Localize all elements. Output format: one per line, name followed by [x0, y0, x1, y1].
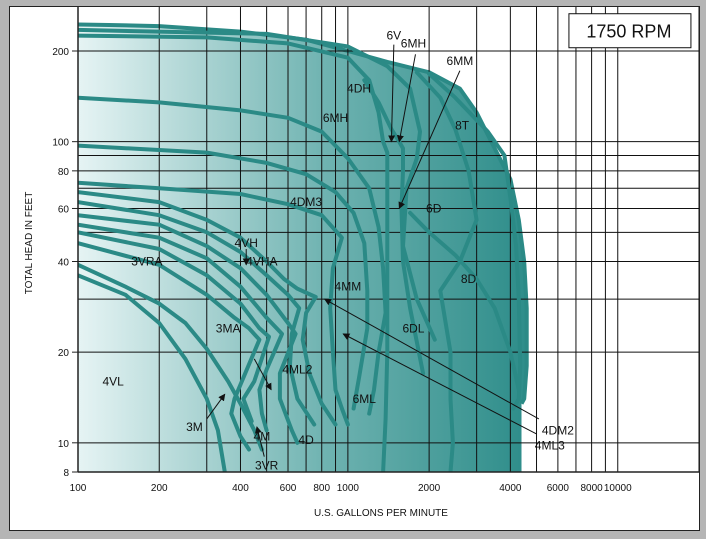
y-tick-label: 8	[63, 468, 69, 479]
y-tick-label: 200	[52, 47, 69, 58]
curve-6v	[362, 78, 426, 376]
curve-label: 8D	[461, 272, 477, 286]
curve-4vha	[78, 200, 317, 427]
y-tick-label: 80	[58, 167, 70, 178]
curve-label: 4ML3	[535, 438, 565, 452]
curve-label: 6D	[426, 201, 442, 215]
curve-label: 6ML	[353, 392, 377, 406]
chart-title: 1750 RPM	[586, 22, 671, 42]
curve-label: 4ML2	[282, 363, 312, 377]
curve-6dl	[408, 210, 521, 392]
curve-label: 4DM3	[290, 195, 322, 209]
curve-label: 3MA	[216, 321, 241, 335]
x-tick-label: 100	[70, 483, 87, 494]
curve-4mm	[78, 33, 390, 472]
curve-label: 4VL	[102, 374, 124, 388]
y-tick-label: 20	[58, 348, 70, 359]
annotation-arrow	[398, 70, 461, 210]
curve-label: 8T	[455, 119, 470, 133]
curve-label: 4M	[254, 429, 271, 443]
curve-label: 4VHA	[246, 255, 277, 269]
curve-4vh	[78, 213, 300, 445]
x-tick-label: 800	[313, 483, 330, 494]
curve-label: 3VRA	[131, 255, 162, 269]
curve-label: 4MM	[335, 280, 362, 294]
annotation-arrow	[253, 358, 272, 391]
curve-label: 4D	[298, 433, 314, 447]
chart-frame: 100 200 400 600 800 1000 2000 4000 6000 8000 10000…	[9, 6, 700, 531]
x-axis-title: U.S. GALLONS PER MINUTE	[314, 508, 448, 519]
annotation-arrow	[254, 426, 265, 457]
x-tick-label: 4000	[499, 483, 522, 494]
curve-4dm3	[78, 180, 350, 427]
curve-3ma	[78, 230, 271, 424]
y-tick-label: 100	[52, 138, 69, 149]
curve-8t	[427, 71, 523, 411]
y-axis-title: TOTAL HEAD IN FEET	[24, 192, 35, 295]
x-tick-label: 600	[280, 483, 297, 494]
annotation-arrows	[206, 44, 540, 457]
coverage-envelope	[78, 22, 529, 472]
curve-label: 6V	[386, 29, 401, 43]
annotation-arrow	[388, 44, 396, 143]
x-tick-label: 8000	[580, 483, 603, 494]
x-axis-tick-labels: 100 200 400 600 800 1000 2000 4000 6000 8000 10000	[70, 483, 632, 494]
curve-label: 6MH	[323, 111, 348, 125]
y-tick-label: 40	[58, 258, 70, 269]
curve-label: 3M	[186, 420, 203, 434]
curve-4ml2	[78, 190, 338, 427]
curve-label: 6MM	[447, 54, 474, 68]
x-tick-label: 400	[232, 483, 249, 494]
pump-performance-chart: 100 200 400 600 800 1000 2000 4000 6000 8000 10000…	[24, 7, 699, 519]
x-tick-label: 200	[151, 483, 168, 494]
x-tick-label: 10000	[604, 483, 632, 494]
y-axis-tick-labels: 8 10 20 40 60 80 100 200	[52, 47, 78, 479]
y-tick-label: 10	[58, 439, 70, 450]
curve-label: 4DM2	[542, 423, 574, 437]
x-tick-label: 6000	[547, 483, 570, 494]
rpm-box	[568, 13, 692, 49]
annotation-arrow	[396, 54, 416, 143]
curve-3vr	[78, 222, 284, 433]
curve-6d	[78, 27, 437, 342]
x-tick-label: 1000	[337, 483, 360, 494]
annotation-arrow	[342, 333, 537, 435]
envelope-outline	[78, 22, 529, 405]
annotation-arrow	[324, 298, 540, 420]
envelope-fill	[78, 24, 527, 472]
curve-4vl	[78, 273, 227, 472]
curve-label: 6DL	[402, 321, 424, 335]
curve-label: 4VH	[235, 236, 258, 250]
curve-3vra	[78, 241, 262, 452]
annotation-arrow	[206, 393, 226, 420]
pump-curves	[78, 27, 523, 472]
curve-label: 3VR	[255, 459, 279, 473]
curve-label: 6MH	[401, 36, 426, 50]
axes	[77, 7, 699, 473]
curve-label: 4DH	[347, 82, 371, 96]
y-tick-label: 60	[58, 204, 70, 215]
x-tick-label: 2000	[418, 483, 441, 494]
